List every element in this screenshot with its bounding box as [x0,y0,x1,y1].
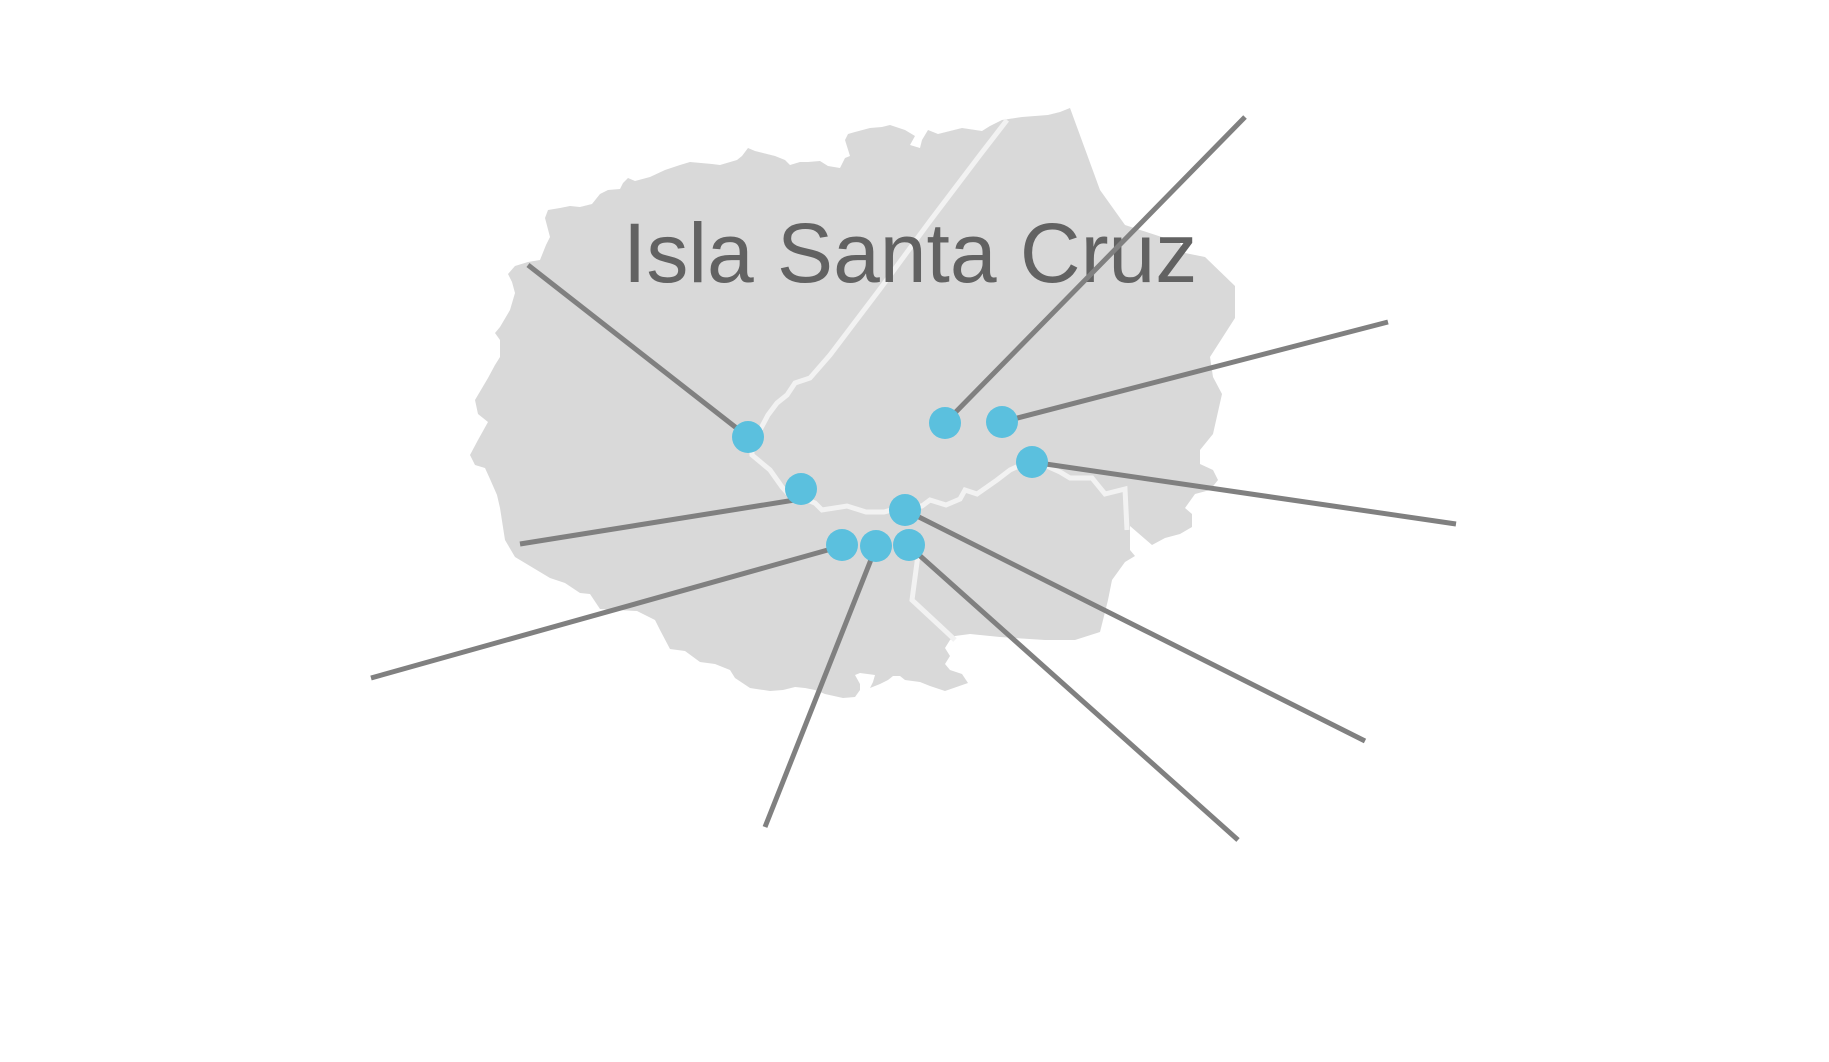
location-dot-icon[interactable] [929,407,961,439]
location-dot-icon[interactable] [889,494,921,526]
leader-line-3 [1001,319,1389,425]
road-south [909,539,957,642]
leader-line-5 [519,496,802,547]
location-dot-icon[interactable] [785,473,817,505]
location-dot-icon[interactable] [732,421,764,453]
location-dot-icon[interactable] [860,530,892,562]
leader-line-9 [907,544,1240,842]
leader-lines [370,115,1457,842]
leader-line-7 [370,543,843,681]
location-markers [732,406,1048,562]
location-dot-icon[interactable] [986,406,1018,438]
leader-line-6 [903,507,1367,744]
leader-line-8 [762,546,879,828]
island-title: Isla Santa Cruz [623,206,1197,300]
location-dot-icon[interactable] [893,529,925,561]
island-shape [470,108,1235,698]
location-dot-icon[interactable] [826,529,858,561]
leader-line-4 [1031,459,1457,527]
leader-line-1 [526,263,750,439]
leader-line-2 [943,115,1247,425]
location-dot-icon[interactable] [1016,446,1048,478]
